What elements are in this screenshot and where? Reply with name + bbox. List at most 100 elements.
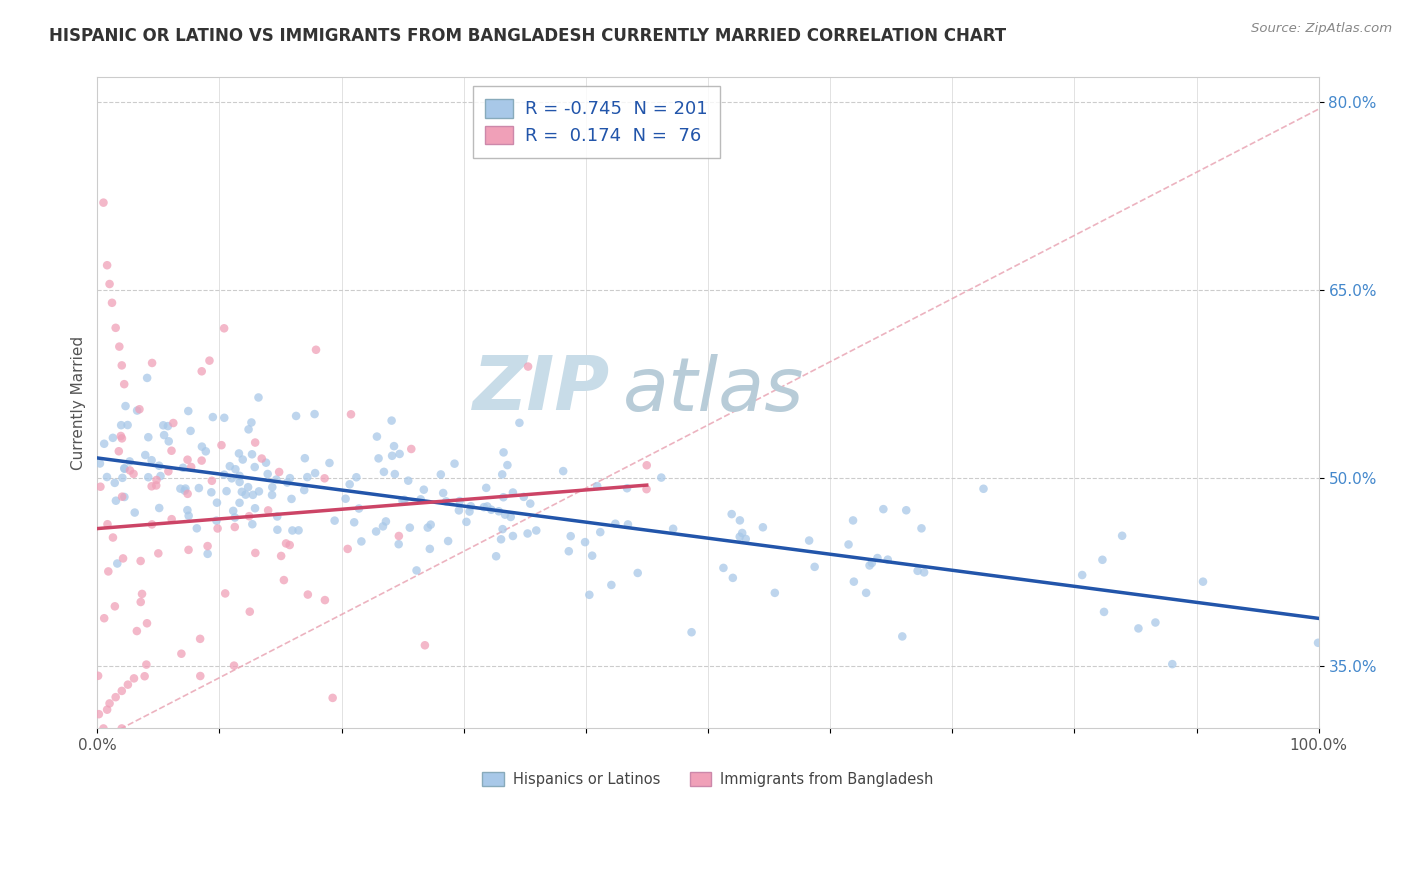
Point — [200, 485, 222, 500]
Point — [340, 407, 363, 421]
Point — [173, 483, 195, 498]
Point — [240, 517, 263, 532]
Point — [180, 460, 202, 475]
Point — [382, 439, 405, 453]
Point — [214, 410, 236, 425]
Point — [322, 690, 344, 705]
Point — [240, 447, 263, 461]
Point — [186, 521, 208, 535]
Point — [803, 559, 825, 574]
Point — [215, 484, 238, 499]
Point — [136, 470, 159, 484]
Point — [285, 409, 308, 423]
Point — [394, 492, 416, 507]
Point — [153, 428, 176, 442]
Point — [734, 532, 756, 546]
Point — [117, 678, 139, 692]
Point — [148, 501, 170, 516]
Point — [262, 480, 284, 494]
Legend: Hispanics or Latinos, Immigrants from Bangladesh: Hispanics or Latinos, Immigrants from Ba… — [477, 765, 939, 793]
Point — [910, 521, 932, 535]
Point — [502, 485, 524, 500]
Point — [114, 399, 136, 413]
Point — [118, 454, 141, 468]
Point — [339, 477, 361, 491]
Point — [104, 493, 127, 508]
Point — [177, 404, 200, 418]
Point — [112, 461, 135, 475]
Point — [616, 481, 638, 495]
Point — [388, 529, 411, 543]
Point — [860, 556, 883, 570]
Text: ZIP: ZIP — [472, 353, 610, 426]
Point — [243, 501, 266, 516]
Point — [617, 517, 640, 532]
Point — [1306, 636, 1329, 650]
Point — [224, 510, 246, 524]
Point — [600, 578, 623, 592]
Point — [973, 482, 995, 496]
Point — [1128, 622, 1150, 636]
Point — [409, 492, 432, 507]
Point — [239, 605, 262, 619]
Point — [176, 503, 198, 517]
Point — [266, 523, 288, 537]
Point — [650, 470, 672, 484]
Point — [305, 343, 328, 357]
Point — [157, 434, 180, 449]
Point — [489, 533, 512, 547]
Point — [347, 501, 370, 516]
Point — [491, 522, 513, 536]
Point — [222, 504, 245, 518]
Point — [578, 588, 600, 602]
Point — [111, 490, 134, 504]
Point — [105, 557, 128, 571]
Point — [257, 503, 280, 517]
Point — [681, 625, 703, 640]
Point — [1111, 529, 1133, 543]
Point — [314, 471, 336, 485]
Point — [491, 467, 513, 482]
Point — [134, 669, 156, 683]
Point — [87, 669, 110, 683]
Point — [318, 456, 340, 470]
Point — [396, 474, 419, 488]
Point — [93, 611, 115, 625]
Point — [278, 538, 301, 552]
Point — [232, 452, 254, 467]
Point — [304, 407, 326, 421]
Point — [477, 500, 499, 514]
Point — [260, 488, 283, 502]
Point — [101, 431, 124, 445]
Point — [148, 458, 170, 473]
Point — [276, 475, 298, 490]
Point — [558, 544, 581, 558]
Point — [636, 482, 658, 496]
Point — [278, 471, 301, 485]
Point — [1071, 568, 1094, 582]
Point — [112, 551, 135, 566]
Point — [224, 462, 246, 476]
Point — [148, 546, 170, 560]
Point — [221, 471, 243, 485]
Point — [460, 500, 482, 514]
Point — [842, 574, 865, 589]
Point — [912, 566, 935, 580]
Point — [304, 466, 326, 480]
Point — [129, 595, 152, 609]
Text: atlas: atlas — [623, 354, 804, 425]
Point — [292, 483, 315, 497]
Point — [101, 531, 124, 545]
Point — [250, 451, 273, 466]
Point — [188, 669, 211, 683]
Point — [247, 484, 270, 499]
Point — [499, 510, 522, 524]
Point — [97, 565, 120, 579]
Point — [344, 470, 367, 484]
Point — [122, 467, 145, 481]
Point — [242, 488, 264, 502]
Point — [398, 521, 420, 535]
Point — [516, 526, 538, 541]
Point — [366, 429, 388, 443]
Point — [269, 465, 291, 479]
